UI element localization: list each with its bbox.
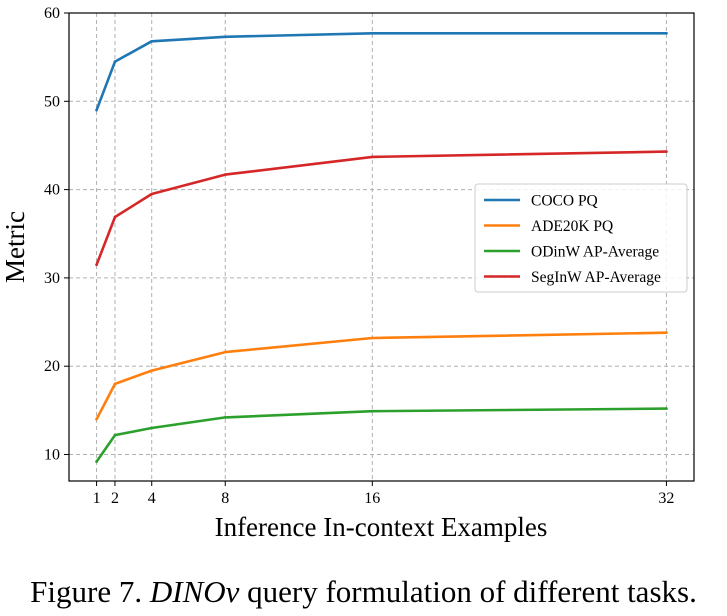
series-lines (95, 31, 668, 463)
figure-caption: Figure 7. DINOv query formulation of dif… (0, 574, 727, 610)
data-point-ade20k-pq (95, 417, 98, 421)
caption-prefix: Figure 7. (30, 574, 150, 609)
axis-ticks: 1 2 4 8 16 32 10 20 30 40 50 60 (44, 5, 674, 507)
series-line-ade20k-pq (95, 331, 668, 421)
legend-label: COCO PQ (531, 193, 598, 210)
data-point-coco-pq (113, 60, 117, 63)
y-tick-label: 50 (44, 93, 60, 110)
x-tick-label: 16 (364, 490, 380, 507)
y-tick-label: 40 (44, 182, 60, 199)
caption-emphasis: DINOv (149, 574, 240, 609)
data-point-odinw-ap-average (223, 416, 227, 419)
data-point-ade20k-pq (150, 369, 154, 372)
data-point-coco-pq (223, 35, 227, 39)
series-line-coco-pq (95, 31, 668, 112)
y-tick-label: 20 (44, 358, 60, 375)
data-point-coco-pq (95, 108, 98, 112)
y-tick-label: 30 (44, 270, 60, 287)
x-tick-label: 32 (658, 490, 674, 507)
data-point-ade20k-pq (223, 350, 227, 354)
legend-label: SegInW AP-Average (531, 269, 661, 286)
data-point-ade20k-pq (371, 336, 374, 340)
legend-label: ADE20K PQ (531, 218, 613, 235)
legend-box (474, 183, 688, 293)
data-point-seginw-ap-average (150, 192, 154, 196)
data-point-seginw-ap-average (665, 150, 668, 153)
data-point-seginw-ap-average (113, 215, 117, 219)
data-point-odinw-ap-average (113, 433, 117, 437)
line-chart: 1 2 4 8 16 32 10 20 30 40 50 60 Inference In-contex… (0, 5, 695, 542)
legend: COCO PQ ADE20K PQ ODinW AP-Average SegInW A… (474, 183, 688, 293)
data-point-coco-pq (150, 39, 154, 43)
data-point-seginw-ap-average (223, 173, 227, 176)
legend-label: ODinW AP-Average (531, 244, 659, 261)
y-tick-label: 10 (44, 447, 60, 464)
data-point-odinw-ap-average (371, 409, 374, 413)
data-point-ade20k-pq (113, 382, 117, 386)
x-tick-label: 4 (148, 490, 156, 507)
data-point-odinw-ap-average (95, 460, 98, 463)
y-tick-label: 60 (44, 5, 60, 22)
x-axis-label: Inference In-context Examples (215, 512, 548, 542)
data-point-coco-pq (371, 32, 374, 35)
data-point-odinw-ap-average (665, 407, 668, 410)
data-point-seginw-ap-average (95, 263, 98, 266)
series-line-odinw-ap-average (95, 407, 668, 463)
data-point-seginw-ap-average (371, 155, 374, 159)
series-line-seginw-ap-average (95, 150, 668, 267)
data-point-ade20k-pq (665, 331, 668, 334)
data-point-odinw-ap-average (150, 426, 154, 430)
y-axis-label: Metric (0, 211, 30, 283)
x-tick-label: 8 (221, 490, 229, 507)
data-point-coco-pq (665, 32, 668, 35)
x-tick-label: 2 (111, 490, 119, 507)
caption-suffix: query formulation of different tasks. (239, 574, 697, 609)
plot-frame (68, 12, 695, 482)
x-tick-label: 1 (93, 490, 101, 507)
